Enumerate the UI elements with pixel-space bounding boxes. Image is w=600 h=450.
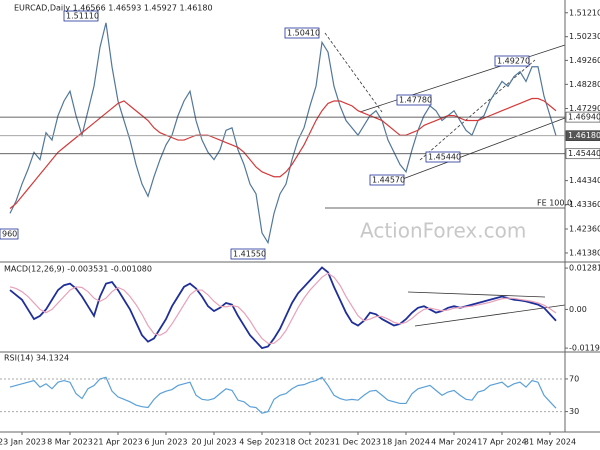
y-tick-label: 1.48280 [569, 80, 600, 89]
watermark: ActionForex.com [360, 219, 526, 243]
annotation: 1.51110 [66, 12, 99, 21]
panel-title: RSI(14) 34.1324 [4, 354, 69, 363]
x-tick-label: 23 Jan 2023 [0, 438, 46, 447]
annotation-box [284, 27, 320, 39]
trend-line [399, 117, 566, 181]
y-tick-label: 1.44340 [569, 176, 600, 185]
annotation: 1.49270 [497, 57, 530, 66]
y-tick-label: 1.42360 [569, 225, 600, 234]
annotation-box [369, 174, 405, 186]
x-tick-label: 1 Dec 2023 [335, 438, 381, 447]
y-tick-label: 30 [569, 407, 579, 416]
trend-line [419, 59, 536, 161]
x-tick-label: 18 Oct 2023 [285, 438, 334, 447]
x-tick-label: 8 Mar 2023 [47, 438, 93, 447]
y-tick-label: 0.012811 [569, 264, 600, 273]
level-box [565, 130, 600, 141]
y-tick-label: 70 [569, 374, 579, 383]
x-tick-label: 17 Apr 2024 [477, 438, 526, 447]
level-label: 1.45440 [568, 149, 600, 158]
line-series [9, 22, 557, 245]
annotation: 1.50410 [287, 29, 320, 38]
annotation-box [425, 151, 461, 163]
annotation: 1.41550 [233, 250, 266, 259]
trend-line [414, 304, 566, 327]
trend-line [407, 291, 546, 298]
y-tick-label: 1.51210 [569, 8, 600, 17]
level-label: 1.46180 [568, 131, 600, 140]
x-tick-label: 31 May 2024 [524, 438, 576, 447]
x-tick-label: 4 Sep 2023 [239, 438, 285, 447]
annotation: 960 [2, 230, 17, 239]
x-tick-label: 20 Jul 2023 [191, 438, 236, 447]
y-tick-label: 1.49260 [569, 56, 600, 65]
trend-line [359, 44, 566, 113]
annotation: 1.45440 [428, 153, 461, 162]
chart-title: EURCAD,Daily 1.46566 1.46593 1.45927 1.4… [14, 4, 213, 13]
level-label: 1.46940 [568, 113, 600, 122]
line-series [9, 376, 557, 414]
x-tick-label: 6 Jun 2023 [144, 438, 187, 447]
y-tick-label: -0.011993 [569, 344, 600, 353]
annotation-box [396, 94, 432, 106]
y-tick-label: 0.00 [569, 305, 587, 314]
level-box [565, 148, 600, 160]
annotation: 1.47780 [399, 96, 432, 105]
y-tick-label: 1.50230 [569, 32, 600, 41]
trend-line [324, 32, 383, 113]
x-tick-label: 18 Jan 2024 [382, 438, 430, 447]
annotation: 1.44570 [372, 176, 405, 185]
plot: 1.51210 1.50230 1.49260 1.48280 1.47290 1.443… [0, 8, 600, 447]
annotation: FE 100.0 [537, 199, 572, 208]
annotation-box [63, 10, 99, 22]
x-tick-label: 21 Apr 2023 [93, 438, 142, 447]
x-tick-label: 4 Mar 2024 [431, 438, 477, 447]
annotation-box [230, 248, 266, 260]
y-tick-label: 1.43360 [569, 200, 600, 209]
level-box [565, 111, 600, 123]
annotation-box [494, 55, 530, 67]
y-tick-label: 1.41380 [569, 248, 600, 257]
line-series [9, 272, 557, 344]
annotation-box [0, 228, 19, 240]
panel-title: MACD(12,26,9) -0.003531 -0.001080 [4, 265, 152, 274]
y-tick-label: 1.47290 [569, 104, 600, 113]
